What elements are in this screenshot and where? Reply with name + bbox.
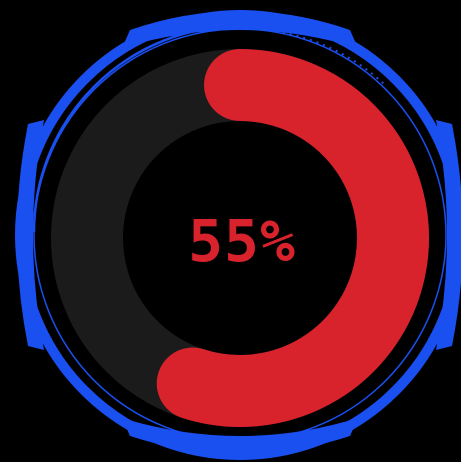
frame-right-bevel xyxy=(436,120,461,350)
gauge-frame xyxy=(15,10,461,460)
frame-left-bevel xyxy=(17,120,44,350)
percent-label: 55% xyxy=(188,207,296,275)
frame-accent-arc xyxy=(32,24,241,233)
frame-top-bevel xyxy=(122,11,358,48)
frame-bottom-bevel xyxy=(122,418,358,454)
gauge-progress-arc xyxy=(156,49,429,427)
